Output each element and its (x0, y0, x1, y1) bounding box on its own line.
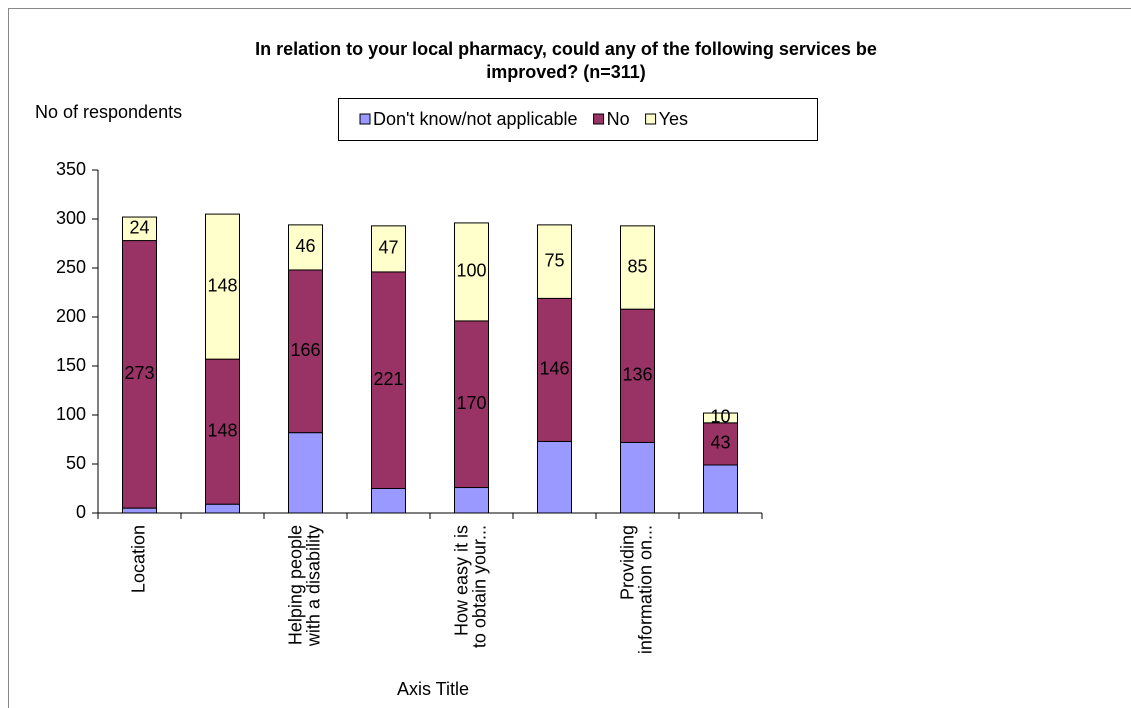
bar-segment (288, 269, 323, 434)
legend-swatch (359, 113, 371, 125)
text-line: In relation to your local pharmacy, coul… (255, 39, 877, 59)
data-label: 47 (378, 238, 398, 258)
y-tick-label: 150 (56, 355, 86, 375)
bar-segment (537, 224, 572, 299)
bar-segment (371, 271, 406, 490)
bar-segment (454, 222, 489, 322)
bar-segment (620, 441, 655, 514)
y-tick-label: 250 (56, 257, 86, 277)
y-tick-label: 350 (56, 159, 86, 179)
y-tick-label: 300 (56, 208, 86, 228)
chart-title: In relation to your local pharmacy, coul… (255, 39, 877, 82)
bar-segment (537, 297, 572, 442)
x-tick-label-group: Helping peoplewith a disability (285, 525, 323, 647)
data-label: 24 (129, 218, 149, 238)
x-tick-label-group: How easy it isto obtain your... (451, 525, 489, 648)
data-label: 170 (456, 393, 486, 413)
bar-segment (703, 422, 738, 466)
legend-box (338, 98, 818, 141)
x-axis-title: Axis Title (397, 679, 469, 699)
y-tick-label: 200 (56, 306, 86, 326)
x-tick-label: How easy it isto obtain your... (451, 525, 489, 648)
data-label: 148 (207, 420, 237, 440)
bar-segment (703, 412, 738, 424)
data-label: 75 (544, 250, 564, 270)
x-tick-label-group: Location (128, 525, 148, 593)
bar-segment (371, 488, 406, 514)
x-tick-label: Providinginformation on... (617, 525, 655, 654)
bar-segment (537, 440, 572, 514)
legend-swatch (645, 113, 657, 125)
bar-segment (122, 507, 157, 514)
y-tick-label: 0 (76, 502, 86, 522)
data-label: 43 (710, 433, 730, 453)
bar-segment (454, 487, 489, 514)
data-label: 273 (124, 363, 154, 383)
y-tick-label: 100 (56, 404, 86, 424)
bar-segment (122, 216, 157, 242)
bar-segment (288, 224, 323, 271)
bar-segment (205, 213, 240, 360)
legend-swatch (593, 113, 605, 125)
legend-label: No (607, 109, 630, 129)
data-label: 100 (456, 261, 486, 281)
legend-label: Yes (659, 109, 688, 129)
x-tick-label-group: Providinginformation on... (617, 525, 655, 654)
text-line: How easy it is (451, 525, 471, 636)
data-label: 148 (207, 275, 237, 295)
data-label: 10 (710, 407, 730, 427)
bar-segment (703, 464, 738, 514)
data-label: 146 (539, 359, 569, 379)
data-label: 46 (295, 236, 315, 256)
bar-segment (205, 503, 240, 514)
text-line: to obtain your... (469, 525, 489, 648)
text-line: Helping people (285, 525, 305, 645)
bar-segment (620, 225, 655, 310)
bar-segment (620, 308, 655, 443)
text-line: improved? (n=311) (486, 62, 646, 82)
x-tick-label: Location (128, 525, 148, 593)
y-tick-label: 50 (66, 453, 86, 473)
text-line: with a disability (303, 525, 323, 647)
data-label: 166 (290, 340, 320, 360)
bar-segment (454, 320, 489, 489)
text-line: Providing (617, 525, 637, 600)
data-label: 85 (627, 256, 647, 276)
legend-label: Don't know/not applicable (373, 109, 578, 129)
text-line: information on... (635, 525, 655, 654)
bar-segment (288, 432, 323, 514)
data-label: 136 (622, 365, 652, 385)
y-axis-title: No of respondents (35, 102, 182, 122)
x-tick-label: Helping peoplewith a disability (285, 525, 323, 647)
data-label: 221 (373, 369, 403, 389)
bar-segment (122, 240, 157, 509)
bar-segment (371, 225, 406, 273)
